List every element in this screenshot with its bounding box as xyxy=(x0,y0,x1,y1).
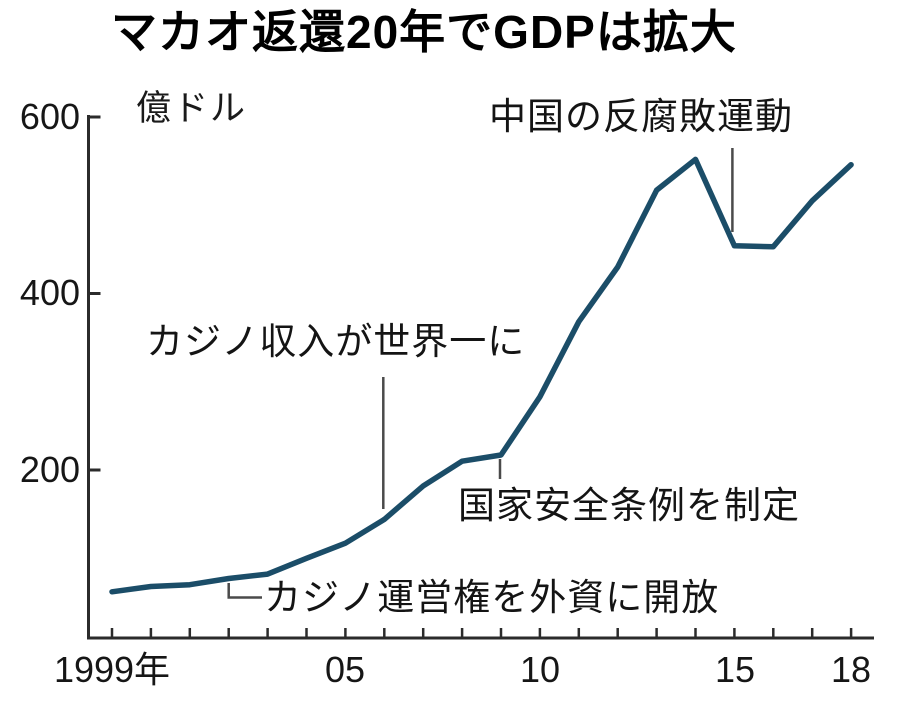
x-tick-label-2010: 10 xyxy=(519,649,561,690)
y-tick-label-400: 400 xyxy=(19,272,80,313)
pointer-casino-liberalization xyxy=(227,583,262,599)
y-tick-label-600: 600 xyxy=(19,96,80,137)
y-axis-unit-label: 億ドル xyxy=(136,89,248,128)
axes xyxy=(87,115,874,640)
x-tick-label-1999: 1999年 xyxy=(53,649,171,690)
annotation-casino-revenue-world-no1: カジノ収入が世界一に xyxy=(146,321,526,362)
y-tick-label-200: 200 xyxy=(19,449,80,490)
annotation-casino-rights-opened: カジノ運営権を外資に開放 xyxy=(264,577,720,618)
annotation-anti-corruption-campaign: 中国の反腐敗運動 xyxy=(489,96,793,137)
x-tick-label-2005: 05 xyxy=(324,649,366,690)
x-tick-label-2018: 18 xyxy=(830,649,872,690)
x-tick-label-2015: 15 xyxy=(714,649,756,690)
gdp-line xyxy=(109,156,854,595)
chart-title: マカオ返還20年でGDPは拡大 xyxy=(111,6,737,58)
annotation-national-security-ordinance: 国家安全条例を制定 xyxy=(458,485,800,526)
